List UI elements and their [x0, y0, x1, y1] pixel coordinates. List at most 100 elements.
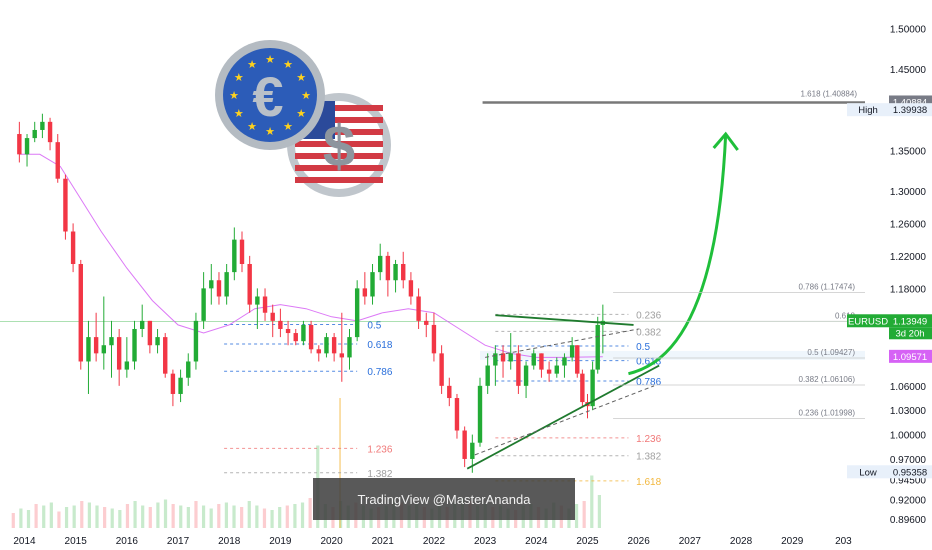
- candle: [370, 272, 375, 297]
- candle: [408, 280, 414, 297]
- volume-bar: [179, 505, 183, 528]
- volume-bar: [103, 507, 107, 528]
- candle: [201, 288, 206, 321]
- volume-bar: [133, 501, 137, 528]
- fib-top-tag-value: 1.40884: [893, 97, 927, 108]
- us-flag-stripe: [295, 105, 383, 111]
- volume-bar: [232, 505, 236, 528]
- candle: [554, 365, 559, 374]
- candle: [477, 385, 483, 443]
- low-tag-label: Low: [859, 467, 877, 478]
- price-tick: 1.03000: [890, 406, 927, 417]
- fib-label: 0.236 (1.01998): [799, 408, 856, 417]
- price-axis-bg: [865, 0, 932, 550]
- fib-label: 1.382: [367, 469, 392, 480]
- current-tag-label: EURUSD: [848, 316, 888, 327]
- moving-average: [19, 153, 603, 358]
- volume-bar: [247, 501, 251, 528]
- candle: [508, 353, 513, 362]
- candle: [78, 264, 83, 362]
- candle: [493, 353, 498, 366]
- time-tick: 2023: [474, 536, 497, 547]
- candle: [562, 357, 567, 366]
- time-tick: 2016: [116, 536, 139, 547]
- dollar-icon: $: [323, 114, 355, 179]
- volume-bar: [42, 505, 46, 528]
- time-axis[interactable]: 2014 2015 2016 2017 2018 2019 2020 2021 2022 2023…: [13, 536, 852, 547]
- volume-bar: [171, 504, 175, 528]
- fib-label: 1.618 (1.40884): [801, 89, 858, 98]
- watermark-text: TradingView @MasterAnanda: [357, 491, 531, 507]
- candle: [575, 345, 580, 374]
- candle: [232, 239, 237, 273]
- fib-label: 0.236: [636, 310, 661, 321]
- candle: [447, 385, 452, 399]
- volume-bar: [19, 508, 23, 528]
- low-tag-label-bg: [847, 465, 889, 479]
- countdown: 3d 20h: [895, 328, 924, 339]
- time-tick: 203: [835, 536, 852, 547]
- candle: [116, 337, 122, 370]
- volume-bar: [201, 505, 206, 528]
- candle: [40, 121, 45, 130]
- right-fib-labels: 0.786 (1.17474) 0.618 0.5 (1.09427) 0.382 (…: [482, 89, 869, 419]
- volume-bar: [209, 508, 213, 528]
- time-tick: 2015: [65, 536, 88, 547]
- fib-label: 0.618: [367, 340, 392, 351]
- candle: [377, 255, 383, 273]
- trendline: [474, 385, 655, 456]
- time-tick: 2020: [320, 536, 343, 547]
- candle: [163, 337, 168, 374]
- current-tag-bg: [889, 314, 932, 328]
- ma-tag-value: 1.09571: [893, 352, 927, 363]
- volume-bar: [87, 502, 91, 528]
- price-tick: 1.35000: [890, 146, 927, 157]
- fib-label: 1.236: [636, 434, 661, 445]
- price-axis[interactable]: 1.50000 1.45000 1.35000 1.30000 1.26000 1.220…: [865, 0, 932, 550]
- star-icon: ★: [265, 53, 275, 66]
- candle: [293, 333, 298, 342]
- volume-bar: [125, 504, 130, 528]
- volume-bar: [34, 504, 38, 528]
- volume-bar: [278, 507, 282, 528]
- fib-label: 1.618: [636, 477, 661, 488]
- candle: [55, 142, 60, 179]
- candle: [324, 337, 329, 354]
- candle: [255, 296, 260, 305]
- us-flag-stripe: [295, 165, 383, 171]
- candle: [431, 324, 437, 354]
- price-tick: 0.89600: [890, 515, 927, 526]
- us-flag-stripe: [295, 141, 383, 147]
- candle: [224, 272, 229, 297]
- star-icon: ★: [247, 58, 257, 71]
- fib-label: 1.382: [636, 452, 661, 463]
- countdown-bg: [889, 327, 932, 340]
- volume-bar: [339, 398, 341, 528]
- candle: [595, 324, 600, 370]
- time-tick: 2027: [679, 536, 702, 547]
- star-icon: ★: [296, 107, 306, 120]
- price-tick: 0.97000: [890, 455, 927, 466]
- euro-coin-face: [223, 48, 317, 142]
- trendline: [495, 314, 634, 326]
- star-icon: ★: [296, 71, 306, 84]
- star-icon: ★: [234, 107, 244, 120]
- candle: [331, 337, 337, 354]
- candle: [500, 353, 506, 362]
- candle: [401, 264, 406, 281]
- star-icon: ★: [229, 89, 239, 102]
- fib-label: 0.786: [367, 367, 392, 378]
- candle: [523, 365, 529, 386]
- time-tick: 2025: [576, 536, 599, 547]
- candle: [539, 353, 544, 370]
- ma-tag-bg: [889, 349, 932, 363]
- candle: [362, 288, 368, 297]
- price-tick: 1.22000: [890, 252, 927, 263]
- candle: [546, 369, 552, 374]
- candle: [393, 264, 398, 281]
- time-tick: 2026: [628, 536, 651, 547]
- price-tick: 0.94500: [890, 475, 927, 486]
- us-flag-stripe: [295, 129, 383, 135]
